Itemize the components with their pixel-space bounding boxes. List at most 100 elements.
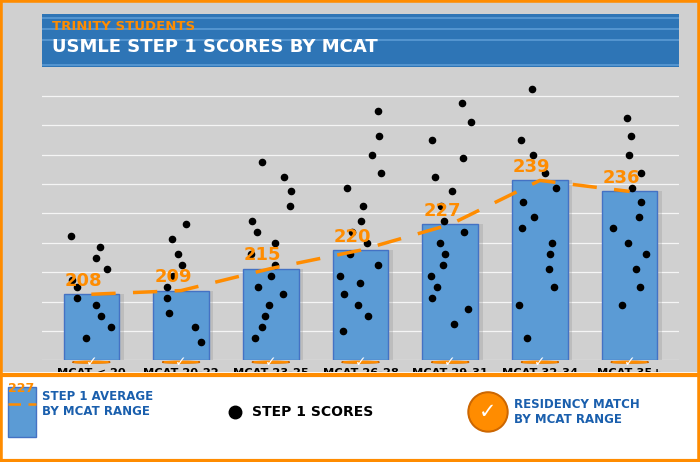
Point [190,323,201,331]
Text: 208: 208 [64,272,102,290]
Point [352,302,363,309]
Circle shape [470,394,506,430]
Bar [606,191,662,360]
Point [279,173,290,181]
Point [346,228,358,236]
Text: ✓: ✓ [534,355,546,369]
Point [630,265,641,272]
Point [176,261,188,268]
Bar [332,250,389,360]
Circle shape [344,361,377,363]
Point [372,107,383,114]
Point [431,283,442,291]
Point [252,283,263,291]
Point [513,302,524,309]
Text: STEP 1 SCORES: STEP 1 SCORES [252,405,373,419]
Point [277,291,288,298]
Circle shape [252,361,290,363]
Bar [512,181,568,360]
Point [284,202,295,210]
Point [94,243,106,250]
Bar [427,225,482,360]
Circle shape [523,361,557,363]
Point [65,232,76,239]
Point [435,202,447,210]
Point [425,272,436,280]
Text: MCAT 20-22: MCAT 20-22 [144,368,219,378]
Point [66,276,78,283]
Text: 209: 209 [154,268,192,286]
Point [335,272,346,280]
Point [516,225,527,232]
Point [167,236,178,243]
Point [163,309,174,316]
Circle shape [433,361,468,363]
Point [608,225,619,232]
Text: 215: 215 [244,246,281,264]
Circle shape [612,361,647,363]
Text: MCAT 23-25: MCAT 23-25 [233,368,309,378]
Point [550,184,561,191]
Point [466,118,477,125]
Point [339,291,350,298]
Point [634,213,645,221]
Point [337,327,349,334]
Point [256,323,267,331]
Point [624,151,635,158]
Circle shape [253,361,288,363]
Bar [64,294,119,360]
Point [162,294,173,302]
Circle shape [74,361,108,363]
FancyBboxPatch shape [8,387,36,437]
Point [636,170,647,177]
Bar [243,268,299,360]
Point [522,334,533,342]
Point [357,202,368,210]
Text: MCAT 32-34: MCAT 32-34 [502,368,578,378]
Point [544,250,555,257]
Text: ✓: ✓ [480,402,497,422]
Point [172,250,183,257]
Point [71,283,82,291]
Point [246,250,257,257]
Point [440,250,451,257]
Point [546,239,557,247]
Point [80,334,92,342]
Point [543,265,554,272]
Point [447,188,458,195]
Text: ✓: ✓ [175,355,187,369]
Point [90,254,101,261]
Point [548,283,559,291]
Point [435,239,446,247]
Point [342,184,353,191]
Circle shape [162,361,200,363]
Point [96,313,107,320]
Point [344,250,356,257]
Point [355,280,366,287]
Circle shape [164,361,198,363]
Point [528,213,540,221]
Circle shape [521,361,559,363]
Text: 239: 239 [513,158,550,176]
Text: RESIDENCY MATCH
BY MCAT RANGE: RESIDENCY MATCH BY MCAT RANGE [514,398,640,426]
Point [540,170,551,177]
Point [634,283,645,291]
Text: USMLE STEP 1 SCORES BY MCAT: USMLE STEP 1 SCORES BY MCAT [52,38,377,56]
Point [167,272,178,280]
Point [246,217,258,225]
Point [356,217,367,225]
Point [363,313,374,320]
Point [456,100,468,107]
Bar [517,181,572,360]
Text: 236: 236 [603,169,641,187]
Bar [248,268,303,360]
Text: ✓: ✓ [624,355,636,369]
Point [437,261,448,268]
Point [621,114,632,122]
Text: MCAT < 20: MCAT < 20 [57,368,126,378]
Text: 227: 227 [424,202,461,220]
Point [374,133,385,140]
Point [263,302,274,309]
Point [617,302,628,309]
Point [181,221,192,228]
